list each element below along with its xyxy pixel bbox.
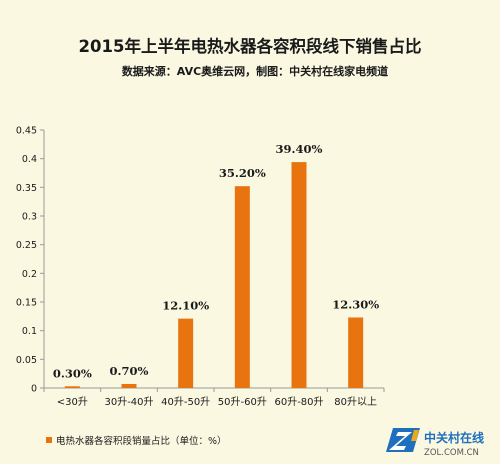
watermark-brand: 中关村在线 (424, 430, 484, 445)
data-label: 35.20% (219, 166, 266, 180)
y-tick-label: 0.3 (22, 212, 37, 223)
x-tick-label: 80升以上 (334, 396, 377, 408)
x-tick-label: <30升 (57, 396, 88, 408)
legend: 电热水器各容积段销量占比（单位：%） (46, 435, 227, 447)
zol-watermark: 中关村在线 ZOL.COM.CN (386, 428, 484, 458)
legend-swatch (46, 437, 52, 443)
zol-logo-icon (386, 428, 420, 452)
data-label: 12.10% (162, 299, 209, 313)
data-label: 12.30% (332, 297, 379, 311)
y-tick-label: 0.45 (16, 126, 37, 137)
y-tick-label: 0.1 (22, 326, 37, 337)
bar (178, 318, 194, 388)
bar (291, 162, 307, 388)
chart-subtitle: 数据来源：AVC奥维云网，制图：中关村在线家电频道 (122, 64, 388, 78)
data-label: 0.70% (110, 364, 149, 378)
bar (348, 317, 364, 388)
x-tick-label: 60升-80升 (274, 396, 323, 408)
x-tick-label: 50升-60升 (218, 396, 267, 408)
y-tick-label: 0.4 (22, 154, 37, 165)
y-tick-label: 0.2 (22, 269, 37, 280)
y-axis: 0 0.05 0.1 0.15 0.2 0.25 0.3 0.35 0.4 0.45 (16, 126, 45, 395)
y-tick-label: 0.35 (16, 183, 37, 194)
watermark-url: ZOL.COM.CN (424, 448, 479, 458)
y-tick-label: 0 (31, 384, 37, 395)
bar (234, 186, 250, 388)
y-tick-label: 0.15 (16, 298, 37, 309)
bar (64, 386, 80, 388)
x-tick-label: 30升-40升 (104, 396, 153, 408)
chart-title: 2015年上半年电热水器各容积段线下销售占比 (79, 36, 422, 56)
y-tick-label: 0.05 (16, 355, 37, 366)
data-label: 0.30% (53, 366, 92, 380)
y-tick-label: 0.25 (16, 240, 37, 251)
data-label: 39.40% (276, 142, 323, 156)
bar (121, 383, 137, 388)
x-axis: <30升 30升-40升 40升-50升 50升-60升 60升-80升 80升以上 (43, 387, 385, 408)
bars: 0.30% 0.70% 12.10% 35.20% 39.40% 12.30% (53, 142, 379, 388)
legend-label: 电热水器各容积段销量占比（单位：%） (56, 435, 227, 447)
x-tick-label: 40升-50升 (161, 396, 210, 408)
